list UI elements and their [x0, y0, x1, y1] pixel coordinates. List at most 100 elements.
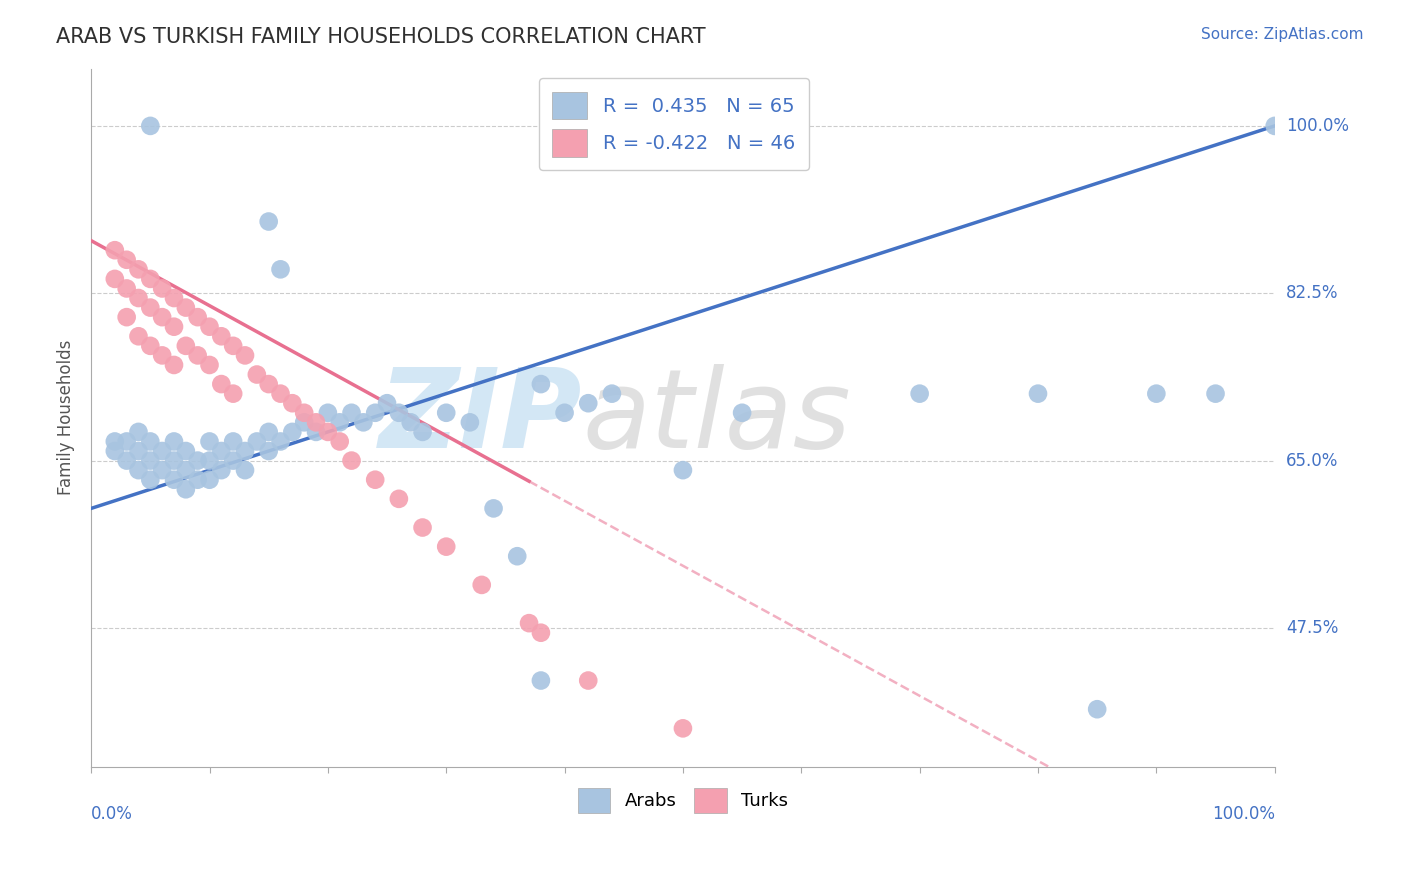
- Point: [174, 339, 197, 353]
- Point: [115, 434, 138, 449]
- Text: ARAB VS TURKISH FAMILY HOUSEHOLDS CORRELATION CHART: ARAB VS TURKISH FAMILY HOUSEHOLDS CORREL…: [56, 27, 706, 46]
- Point: [576, 673, 599, 688]
- Point: [198, 453, 221, 467]
- Point: [292, 415, 315, 429]
- Text: atlas: atlas: [582, 364, 851, 471]
- Point: [222, 434, 245, 449]
- Point: [174, 301, 197, 315]
- Point: [209, 463, 232, 477]
- Point: [672, 463, 695, 477]
- Point: [329, 434, 352, 449]
- Point: [1026, 386, 1049, 401]
- Point: [139, 453, 162, 467]
- Point: [139, 272, 162, 286]
- Point: [329, 415, 352, 429]
- Point: [163, 473, 186, 487]
- Point: [506, 549, 529, 564]
- Point: [128, 425, 150, 439]
- Point: [174, 463, 197, 477]
- Point: [257, 214, 280, 228]
- Point: [198, 319, 221, 334]
- Point: [163, 358, 186, 372]
- Point: [388, 491, 411, 506]
- Point: [352, 415, 374, 429]
- Point: [600, 386, 623, 401]
- Point: [104, 244, 127, 258]
- Point: [128, 329, 150, 343]
- Point: [257, 425, 280, 439]
- Point: [233, 463, 256, 477]
- Point: [198, 434, 221, 449]
- Point: [364, 473, 387, 487]
- Point: [576, 396, 599, 410]
- Point: [482, 501, 505, 516]
- Point: [150, 310, 173, 325]
- Point: [198, 473, 221, 487]
- Text: 100.0%: 100.0%: [1212, 805, 1275, 823]
- Text: 47.5%: 47.5%: [1286, 619, 1339, 637]
- Point: [1264, 119, 1286, 133]
- Text: Source: ZipAtlas.com: Source: ZipAtlas.com: [1201, 27, 1364, 42]
- Point: [530, 673, 553, 688]
- Point: [908, 386, 931, 401]
- Point: [209, 444, 232, 458]
- Point: [233, 348, 256, 362]
- Point: [163, 453, 186, 467]
- Point: [139, 119, 162, 133]
- Point: [115, 252, 138, 267]
- Point: [104, 272, 127, 286]
- Point: [364, 406, 387, 420]
- Point: [209, 329, 232, 343]
- Point: [270, 434, 292, 449]
- Text: ZIP: ZIP: [378, 364, 582, 471]
- Point: [1205, 386, 1227, 401]
- Point: [412, 520, 434, 534]
- Point: [471, 578, 494, 592]
- Point: [388, 406, 411, 420]
- Point: [150, 281, 173, 295]
- Point: [305, 415, 328, 429]
- Point: [412, 425, 434, 439]
- Point: [115, 310, 138, 325]
- Text: 0.0%: 0.0%: [91, 805, 134, 823]
- Point: [530, 625, 553, 640]
- Point: [187, 453, 209, 467]
- Point: [187, 310, 209, 325]
- Point: [731, 406, 754, 420]
- Point: [174, 444, 197, 458]
- Point: [1085, 702, 1108, 716]
- Point: [530, 377, 553, 392]
- Point: [163, 291, 186, 305]
- Point: [233, 444, 256, 458]
- Point: [222, 453, 245, 467]
- Point: [139, 434, 162, 449]
- Point: [257, 377, 280, 392]
- Point: [104, 434, 127, 449]
- Point: [150, 444, 173, 458]
- Point: [115, 281, 138, 295]
- Y-axis label: Family Households: Family Households: [58, 340, 75, 495]
- Point: [128, 291, 150, 305]
- Point: [281, 425, 304, 439]
- Point: [209, 377, 232, 392]
- Point: [270, 262, 292, 277]
- Point: [270, 386, 292, 401]
- Point: [458, 415, 481, 429]
- Point: [316, 406, 339, 420]
- Point: [246, 434, 269, 449]
- Point: [128, 262, 150, 277]
- Point: [305, 425, 328, 439]
- Point: [292, 406, 315, 420]
- Point: [517, 616, 540, 631]
- Point: [115, 453, 138, 467]
- Text: 82.5%: 82.5%: [1286, 285, 1339, 302]
- Point: [174, 483, 197, 497]
- Point: [163, 434, 186, 449]
- Text: 65.0%: 65.0%: [1286, 451, 1339, 469]
- Point: [104, 444, 127, 458]
- Point: [434, 406, 457, 420]
- Point: [163, 319, 186, 334]
- Point: [434, 540, 457, 554]
- Point: [187, 348, 209, 362]
- Point: [139, 339, 162, 353]
